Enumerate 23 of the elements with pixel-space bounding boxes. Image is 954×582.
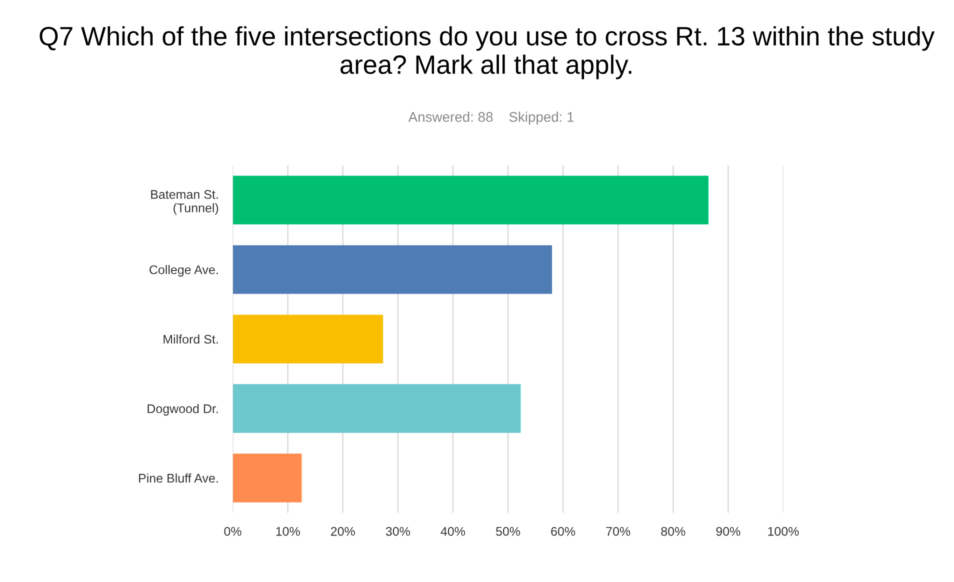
bar <box>232 176 708 224</box>
x-tick-label: 50% <box>496 526 520 536</box>
y-tick-label: Bateman St. (Tunnel) <box>151 190 218 215</box>
x-tick-label: 10% <box>276 526 300 536</box>
y-tick-label: Milford St. <box>164 334 218 344</box>
chart-subtitle: Answered: 88 Skipped: 1 <box>408 112 574 125</box>
bar <box>232 384 521 433</box>
chart-title: Q7 Which of the five intersections do you use to cross Rt. 13 within the study area? Mark all that apply. <box>40 26 935 80</box>
x-tick-label: 40% <box>440 526 466 536</box>
bar <box>232 245 552 294</box>
x-tick-label: 100% <box>768 526 799 536</box>
x-tick-label: 80% <box>661 526 686 536</box>
x-tick-label: 0% <box>224 526 242 536</box>
y-tick-label: Dogwood Dr. <box>148 404 218 416</box>
bar <box>232 314 384 364</box>
bar <box>232 454 302 502</box>
x-tick-label: 20% <box>330 526 355 536</box>
y-tick-label: Pine Bluff Ave. <box>139 473 218 483</box>
x-tick-label: 30% <box>386 526 410 536</box>
x-tick-label: 60% <box>551 526 576 536</box>
x-tick-label: 90% <box>716 526 740 536</box>
y-tick-label: College Ave. <box>150 264 218 277</box>
x-tick-label: 70% <box>606 526 630 536</box>
